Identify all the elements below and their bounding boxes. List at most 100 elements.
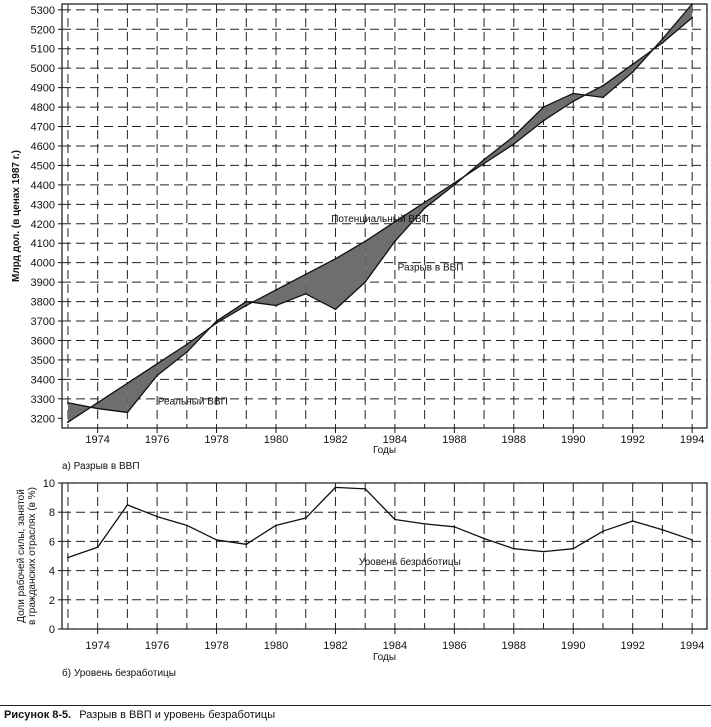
data-point [245,304,248,307]
data-point [126,382,129,385]
gap-area-segment [335,241,366,310]
figure-caption: Рисунок 8-5. Разрыв в ВВП и уровень безра… [4,709,275,721]
data-point [691,3,694,5]
x-tick-label: 1990 [561,434,585,446]
data-point [661,41,664,44]
y-tick-label: 6 [49,536,55,548]
data-point [602,84,604,87]
data-point [572,100,575,103]
y-tick-label: 5300 [31,5,55,17]
data-point [185,351,188,354]
data-point [304,292,307,295]
data-point [512,547,515,550]
y-tick-label: 3800 [31,297,55,309]
data-point [453,183,456,186]
y-tick-label: 4 [49,566,55,578]
x-tick-label: 1992 [620,640,644,652]
panel-a-caption: а) Разрыв в ВВП [62,461,140,472]
data-point [275,304,277,307]
x-tick-label: 1980 [264,434,288,446]
x-tick-label: 1982 [323,640,347,652]
y-tick-label: 2 [49,595,55,607]
data-point [96,546,99,549]
series-line-real-gdp [67,3,693,414]
y-tick-label: 0 [49,624,55,636]
y-tick-label: 4800 [31,102,55,114]
data-point [512,135,515,138]
y-axis-title: Доли рабочей силы, занятойв гражданских … [15,487,38,625]
y-tick-label: 4400 [31,180,55,192]
data-point [661,38,664,40]
data-point [691,539,694,541]
x-tick-label: 1974 [85,640,109,652]
y-tick-label: 5200 [31,24,55,36]
data-point [453,182,456,184]
data-point [423,522,426,525]
annotation-label: Уровень безработицы [359,556,461,568]
data-point [334,486,337,489]
x-tick-label: 1974 [85,434,109,446]
data-point [215,539,218,541]
gap-area-segment [127,363,158,413]
gap-area-segment [484,136,514,164]
y-tick-label: 4300 [31,199,55,211]
y-tick-label: 4700 [31,122,55,134]
gap-area-segment [97,383,128,413]
gap-area-segment [543,93,574,121]
figure-caption-text: Разрыв в ВВП и уровень безработицы [79,709,276,721]
figure-canvas: 3200330034003500360037003800390040004100… [11,3,708,663]
y-tick-label: 3400 [31,374,55,386]
series-line-unemployment-rate [67,486,693,559]
y-tick-label: 8 [49,507,55,519]
data-point [364,240,367,243]
x-tick-label: 1994 [680,640,704,652]
y-tick-label: 3700 [31,316,55,328]
data-point [394,240,396,243]
data-point [245,300,248,303]
y-tick-label: 3300 [31,394,55,406]
x-axis-title: Годы [373,445,396,456]
data-point [394,220,396,223]
data-point [156,374,159,377]
series-line-potential-gdp [67,17,693,423]
y-tick-label: 3900 [31,277,55,289]
data-point [483,158,485,161]
y-axis-title-line: в гражданских отраслях (в %) [27,487,38,625]
data-point [631,71,634,73]
data-point [185,343,188,346]
data-point [483,537,485,540]
y-tick-label: 4100 [31,238,55,250]
data-point [364,281,367,284]
data-point [572,547,575,550]
data-point [304,273,307,276]
y-tick-label: 10 [43,478,55,490]
y-tick-label: 4600 [31,141,55,153]
x-tick-label: 1994 [680,434,704,446]
data-point [185,524,188,527]
x-tick-label: 1984 [383,434,407,446]
data-point [96,407,99,410]
data-point [275,524,277,527]
data-point [215,322,218,324]
x-tick-label: 1992 [620,434,644,446]
data-point [423,207,426,210]
panel-b-unemployment-chart: 0 2 4 6 8 10 1974 1976 1978 1980 1982 1984 1986 1988 1… [15,478,708,663]
x-tick-label: 1982 [323,434,347,446]
plot-frame [61,3,708,429]
annotation-label: Потенциальный ВВП [331,214,429,225]
data-point [67,401,69,404]
x-tick-label: 1988 [502,434,526,446]
x-tick-label: 1984 [383,640,407,652]
data-point [156,515,159,518]
data-point [304,517,307,519]
data-point [275,289,277,291]
data-point [364,487,367,490]
annotation-label: Разрыв в ВВП [398,262,464,273]
x-tick-label: 1980 [264,640,288,652]
x-tick-label: 1990 [561,640,585,652]
x-tick-label: 1978 [204,434,228,446]
data-point [96,401,99,404]
x-tick-label: 1978 [204,640,228,652]
data-point [126,504,129,506]
annotation-label: Реальный ВВП [158,397,228,408]
